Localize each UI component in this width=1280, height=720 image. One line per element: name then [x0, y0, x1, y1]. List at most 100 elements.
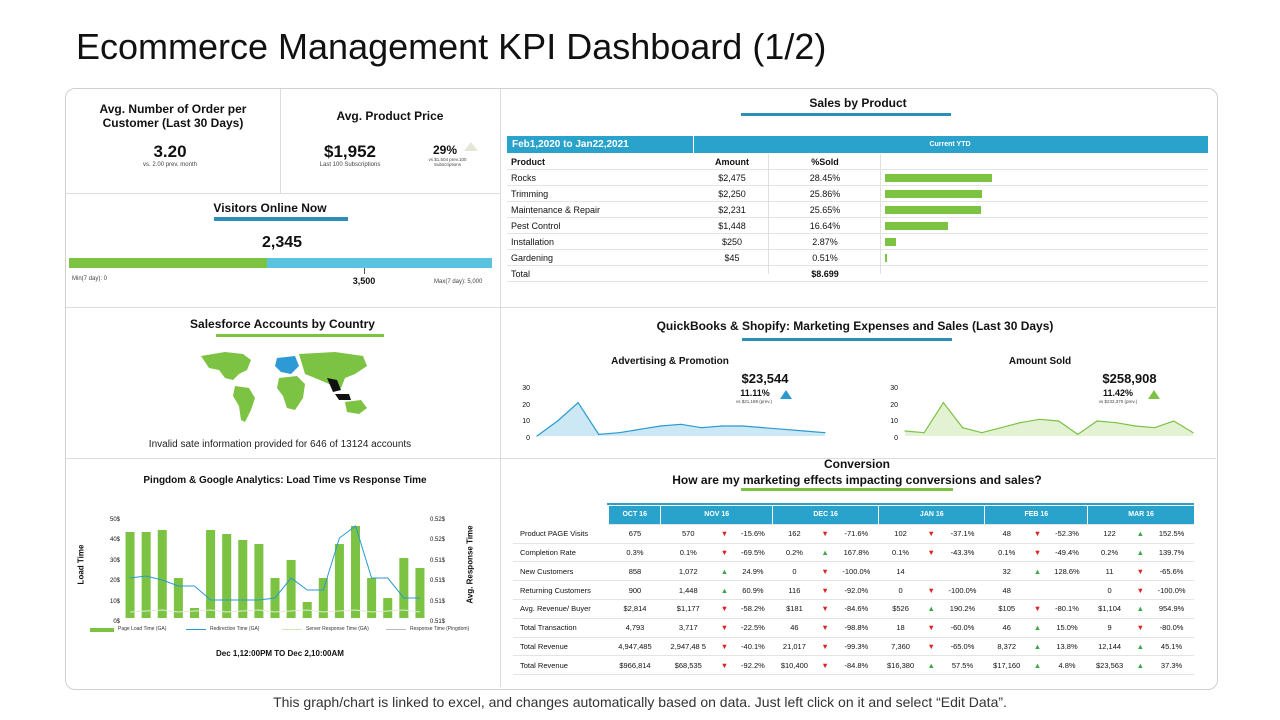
- load-time-bar: [415, 568, 425, 618]
- down-arrow-icon: ▼: [927, 547, 935, 557]
- price-pct-sub: vs $1,504 prev.100 Subscriptions: [428, 157, 467, 167]
- divider: [500, 89, 501, 687]
- sales-bar: [885, 253, 887, 262]
- trend-cell: ▲: [1131, 655, 1150, 676]
- month-change: -92.2%: [733, 655, 773, 676]
- month-change: -80.1%: [1046, 599, 1088, 619]
- month-value: 102: [878, 524, 923, 544]
- up-arrow-icon: ▲: [1136, 604, 1144, 614]
- up-arrow-icon: ▲: [1033, 623, 1042, 633]
- oct-value: $2,814: [609, 599, 661, 619]
- trend-cell: ▲: [1028, 655, 1047, 676]
- load-time-bar: [157, 530, 167, 618]
- y-tick: 0.52$: [430, 537, 446, 544]
- month-change: 4.8%: [1046, 655, 1088, 676]
- trend-cell: [1028, 580, 1047, 600]
- y-tick: 20: [890, 401, 898, 409]
- data-point: [1000, 427, 1002, 429]
- month-value: 8,372: [984, 637, 1029, 657]
- month-value: 0.2%: [1087, 543, 1132, 563]
- month-value: 12,144: [1087, 637, 1132, 657]
- divider: [693, 136, 694, 153]
- month-value: 9: [1087, 618, 1132, 638]
- month-header: DEC 16: [772, 506, 880, 525]
- sales-bar: [885, 173, 992, 182]
- month-value: $1,104: [1087, 599, 1132, 619]
- up-arrow-icon: ▲: [1136, 660, 1144, 670]
- month-value: 116: [772, 580, 817, 600]
- load-time-bar: [334, 544, 344, 618]
- table-row: Total Revenue $966,814 $68,535 ▼ -92.2% $10,4…: [513, 655, 1194, 676]
- down-arrow-icon: ▼: [821, 604, 829, 614]
- up-arrow-icon: ▲: [1136, 641, 1144, 651]
- y-tick: 0.52$: [430, 517, 446, 523]
- month-header: OCT 16: [609, 506, 662, 525]
- data-point: [577, 402, 579, 404]
- down-arrow-icon: ▼: [720, 529, 729, 539]
- trend-cell: ▲: [715, 561, 734, 582]
- data-point: [824, 432, 826, 434]
- trend-cell: ▼: [922, 580, 941, 600]
- pingdom-legend: Page Load Time (GA) Redirection Time (GA…: [90, 626, 490, 636]
- trend-cell: ▼: [715, 543, 734, 563]
- month-change: -100.0%: [940, 580, 985, 600]
- month-value: 1,448: [660, 580, 716, 600]
- down-arrow-icon: ▼: [927, 623, 935, 633]
- month-change: 167.8%: [833, 543, 879, 563]
- sales-by-product-title: Sales by Product: [809, 96, 907, 110]
- table-row: Returning Customers 900 1,448 ▲ 60.9% 116 ▼ -92…: [513, 580, 1194, 600]
- down-arrow-icon: ▼: [1136, 566, 1144, 576]
- data-point: [1115, 422, 1117, 424]
- table-row: Installation $250 2.87%: [507, 233, 1208, 250]
- month-value: 0: [1087, 580, 1132, 600]
- down-arrow-icon: ▼: [1033, 529, 1042, 539]
- australia-shape: [345, 400, 367, 414]
- trend-cell: ▲: [1131, 524, 1150, 544]
- price-title: Avg. Product Price: [336, 109, 444, 123]
- month-change: 152.5%: [1149, 524, 1194, 544]
- product-pct: 25.86%: [771, 185, 879, 202]
- y-tick: 40$: [109, 537, 120, 544]
- month-change: -92.0%: [833, 580, 879, 600]
- trend-cell: ▲: [1131, 637, 1150, 657]
- data-point: [721, 425, 723, 427]
- month-value: $23,563: [1087, 655, 1132, 676]
- month-value: 48: [984, 580, 1029, 600]
- data-point: [1038, 418, 1040, 420]
- load-time-bar: [189, 608, 199, 618]
- y-tick: 0: [894, 434, 898, 442]
- sold-area-chart: [904, 401, 1194, 436]
- sold-up-icon: [1148, 390, 1160, 399]
- month-value: 570: [660, 524, 716, 544]
- table-row: Rocks $2,475 28.45%: [507, 169, 1208, 186]
- product-pct: 2.87%: [771, 233, 879, 250]
- conversion-subtitle: How are my marketing effects impacting c…: [672, 473, 1042, 487]
- trend-cell: ▼: [1131, 561, 1150, 582]
- load-time-bar: [351, 526, 361, 618]
- adv-up-icon: [780, 390, 792, 399]
- world-map: [201, 352, 367, 422]
- month-value: $10,400: [772, 655, 817, 676]
- data-point: [803, 430, 806, 432]
- visitors-gauge-track: [69, 258, 492, 268]
- trend-cell: ▼: [816, 561, 834, 582]
- orders-sub: vs. 2.00 prev. month: [143, 162, 197, 168]
- sales-header-bar: [507, 136, 1208, 153]
- col-header: Amount: [693, 154, 771, 170]
- metric-label: Avg. Revenue/ Buyer: [513, 599, 609, 619]
- conversion-title: Conversion: [823, 457, 890, 471]
- sold-pct: 11.42%: [1102, 388, 1134, 398]
- up-arrow-icon: ▲: [927, 604, 935, 614]
- month-change: -98.8%: [833, 618, 879, 638]
- month-change: 60.9%: [733, 580, 773, 600]
- month-value: 162: [772, 524, 817, 544]
- trend-cell: ▼: [1028, 543, 1047, 563]
- month-change: 128.6%: [1046, 561, 1088, 582]
- month-value: $1,177: [660, 599, 716, 619]
- title-underline: [742, 338, 952, 341]
- up-arrow-icon: ▲: [821, 547, 829, 557]
- y-tick: 0: [526, 434, 530, 442]
- month-value: 46: [772, 618, 817, 638]
- down-arrow-icon: ▼: [821, 529, 829, 539]
- data-point: [942, 402, 944, 404]
